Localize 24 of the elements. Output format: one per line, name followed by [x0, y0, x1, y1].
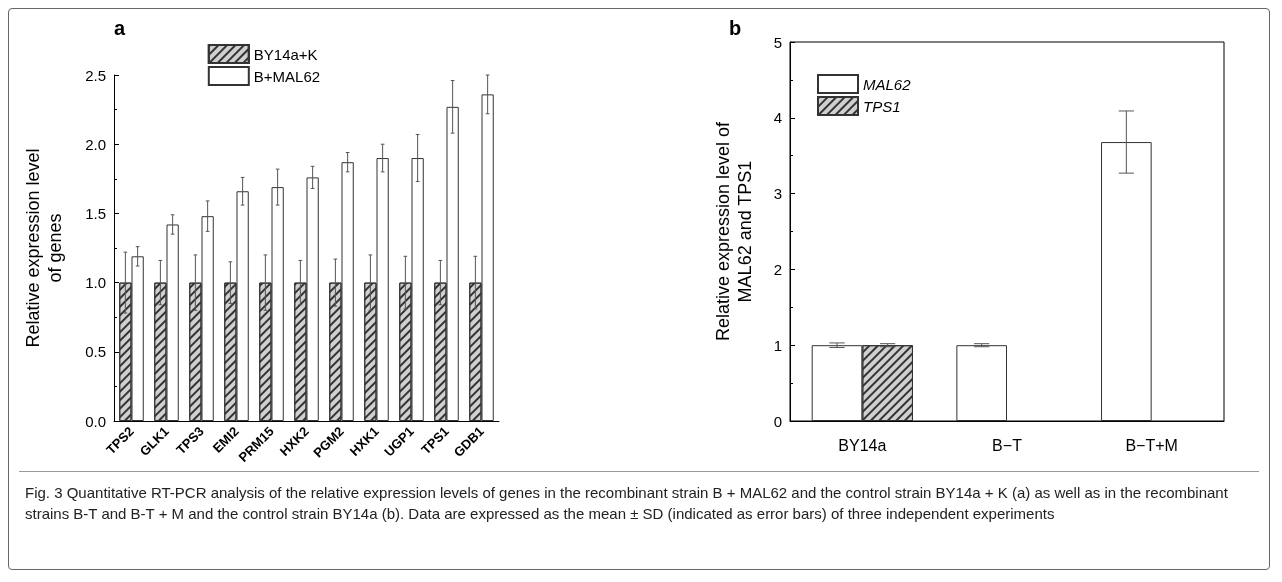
y-tick-label: 0: [773, 412, 782, 430]
caption: Fig. 3 Quantitative RT-PCR analysis of the relative expression levels of genes in the recombinant strain B + MAL62 and the control strain BY14a + K (a) as well as in the recombinant strains B-T and B-T + M and the control strain BY14a (b). Data are expressed as the mean ± SD (indicated as error bars) of three independent experiments: [25, 483, 1229, 524]
x-tick-label: B−T+M: [1125, 436, 1178, 454]
y-tick-label: 0.0: [85, 412, 106, 430]
legend-label: B+MAL62: [253, 67, 321, 85]
legend-label: MAL62: [863, 75, 912, 93]
y-axis-title: Relative expression level of genes: [23, 148, 65, 348]
y-tick-label: 2.5: [85, 66, 106, 84]
y-tick-label: 1.0: [85, 274, 106, 292]
y-tick-label: 0.5: [85, 343, 106, 361]
y-tick-label: 1.5: [85, 204, 106, 222]
y-tick-label: 5: [773, 33, 782, 51]
legend-label: TPS1: [863, 97, 901, 115]
x-tick-label: BY14a: [838, 436, 887, 454]
legend-label: BY14a+K: [253, 45, 318, 63]
y-tick-label: 4: [773, 109, 782, 127]
y-tick-label: 2: [773, 260, 782, 278]
x-tick-label: B−T: [992, 436, 1023, 454]
y-axis-title: Relative expression level of MAL62 and TPS1: [713, 120, 755, 342]
y-tick-label: 1: [773, 336, 782, 354]
y-tick-label: 2.0: [85, 135, 106, 153]
chart-title: a: [114, 17, 126, 39]
y-tick-label: 3: [773, 185, 782, 203]
chart-title: b: [729, 17, 742, 39]
